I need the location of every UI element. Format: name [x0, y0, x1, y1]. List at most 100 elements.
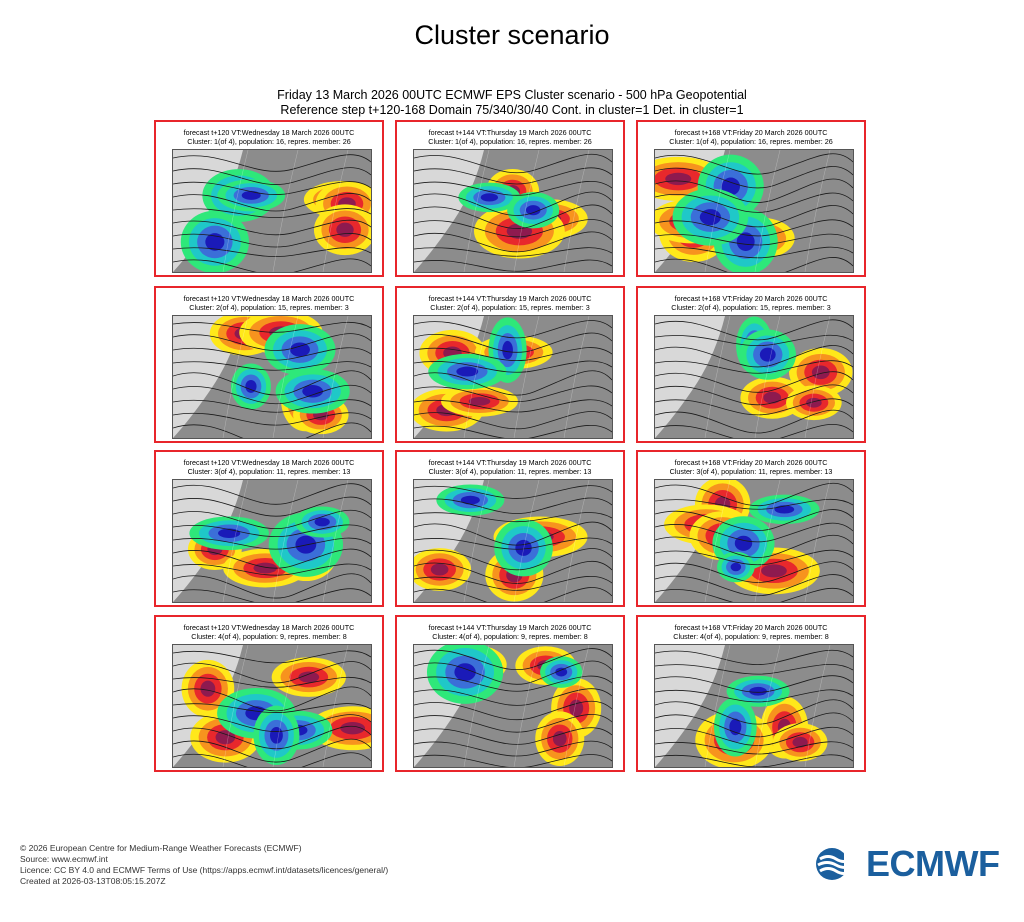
geopotential-contour [173, 422, 371, 438]
geopotential-contour [173, 321, 371, 333]
cluster-panel: forecast t+120 VT:Wednesday 18 March 202… [154, 615, 384, 772]
negative-anomaly [205, 233, 225, 251]
geopotential-map [172, 315, 372, 439]
panel-forecast-label: forecast t+144 VT:Thursday 19 March 2026… [428, 294, 592, 303]
cluster-panel: forecast t+120 VT:Wednesday 18 March 202… [154, 450, 384, 607]
panel-caption: forecast t+120 VT:Wednesday 18 March 202… [156, 294, 382, 312]
positive-anomaly [792, 736, 808, 748]
positive-anomaly [806, 397, 822, 408]
panel-cluster-label: Cluster: 1(of 4), population: 16, repres… [428, 137, 592, 146]
cluster-panel: forecast t+144 VT:Thursday 19 March 2026… [395, 286, 625, 443]
figure-header-line2: Reference step t+120-168 Domain 75/340/3… [280, 103, 744, 117]
negative-anomaly [245, 380, 257, 393]
panel-caption: forecast t+168 VT:Friday 20 March 2026 0… [638, 128, 864, 146]
geopotential-contour [655, 192, 853, 213]
geopotential-contour [414, 537, 612, 550]
geopotential-contour [173, 258, 371, 272]
geopotential-map [172, 149, 372, 273]
negative-anomaly [302, 385, 324, 398]
geopotential-contour [655, 257, 853, 272]
negative-anomaly [721, 177, 740, 196]
panel-forecast-label: forecast t+144 VT:Thursday 19 March 2026… [428, 458, 592, 467]
panel-cluster-label: Cluster: 1(of 4), population: 16, repres… [669, 137, 833, 146]
graticule-line [272, 480, 299, 602]
geopotential-contour [173, 537, 371, 550]
panel-cluster-label: Cluster: 4(of 4), population: 9, repres.… [673, 632, 829, 641]
geopotential-contour [414, 360, 612, 373]
footer-licence[interactable]: Licence: CC BY 4.0 and ECMWF Terms of Us… [20, 865, 389, 875]
geopotential-contour [414, 754, 612, 767]
geopotential-contour [655, 371, 853, 393]
ocean-area [414, 150, 484, 272]
panel-forecast-label: forecast t+168 VT:Friday 20 March 2026 0… [674, 128, 828, 137]
geopotential-contour [655, 384, 853, 406]
positive-anomaly [215, 730, 236, 745]
geopotential-contour [173, 384, 371, 405]
graticule-line [322, 316, 349, 438]
geopotential-contour [173, 738, 371, 763]
geopotential-contour [414, 247, 612, 257]
geopotential-contour [173, 524, 371, 537]
negative-anomaly [290, 342, 310, 357]
panel-forecast-label: forecast t+144 VT:Thursday 19 March 2026… [428, 623, 592, 632]
ocean-area [655, 645, 725, 767]
geopotential-contour [414, 587, 612, 602]
page-title: Cluster scenario [414, 20, 610, 50]
cluster-panel: forecast t+144 VT:Thursday 19 March 2026… [395, 615, 625, 772]
cluster-panel: forecast t+168 VT:Friday 20 March 2026 0… [636, 120, 866, 277]
geopotential-contour [173, 548, 371, 569]
graticule-line [804, 150, 831, 272]
geopotential-contour [414, 688, 612, 706]
geopotential-contour [173, 412, 371, 426]
panel-caption: forecast t+120 VT:Wednesday 18 March 202… [156, 458, 382, 476]
panel-cluster-label: Cluster: 3(of 4), population: 11, repres… [669, 467, 833, 476]
negative-anomaly [241, 190, 261, 200]
geopotential-contour [173, 703, 371, 713]
geopotential-contour [414, 560, 612, 584]
ocean-area [655, 316, 725, 438]
graticule-line [513, 645, 540, 767]
geopotential-map [654, 315, 854, 439]
positive-anomaly [430, 563, 449, 576]
geopotential-contour [173, 361, 371, 371]
geopotential-contour [173, 181, 371, 195]
graticule-line [322, 150, 349, 272]
graticule-line [513, 150, 540, 272]
panel-forecast-label: forecast t+120 VT:Wednesday 18 March 202… [183, 623, 355, 632]
geopotential-contour [173, 370, 371, 396]
geopotential-contour [414, 399, 612, 413]
positive-anomaly [253, 562, 278, 574]
geopotential-contour [655, 534, 853, 558]
graticule-line [513, 316, 540, 438]
geopotential-contour [414, 231, 612, 253]
graticule-line [754, 150, 781, 272]
graticule-line [563, 316, 590, 438]
negative-anomaly [502, 340, 513, 360]
positive-anomaly [340, 722, 366, 735]
geopotential-contour [655, 522, 853, 543]
geopotential-contour [173, 247, 371, 257]
geopotential-contour [655, 689, 853, 703]
geopotential-contour [414, 219, 612, 238]
geopotential-contour [414, 385, 612, 402]
positive-anomaly [665, 172, 692, 186]
geopotential-contour [655, 246, 853, 259]
geopotential-contour [173, 167, 371, 185]
panel-caption: forecast t+120 VT:Wednesday 18 March 202… [156, 623, 382, 641]
positive-anomaly [468, 397, 491, 406]
geopotential-contour [173, 193, 371, 212]
geopotential-contour [655, 205, 853, 228]
geopotential-contour [414, 153, 612, 174]
footer-source[interactable]: Source: www.ecmwf.int [20, 854, 108, 864]
panel-forecast-label: forecast t+120 VT:Wednesday 18 March 202… [183, 294, 355, 303]
negative-anomaly [555, 667, 568, 677]
geopotential-contour [414, 425, 612, 438]
negative-anomaly [314, 517, 330, 527]
geopotential-contour [414, 347, 612, 362]
cluster-panel: forecast t+120 VT:Wednesday 18 March 202… [154, 286, 384, 443]
geopotential-contour [655, 178, 853, 203]
geopotential-contour [655, 424, 853, 438]
geopotential-contour [173, 333, 371, 351]
geopotential-contour [173, 588, 371, 602]
